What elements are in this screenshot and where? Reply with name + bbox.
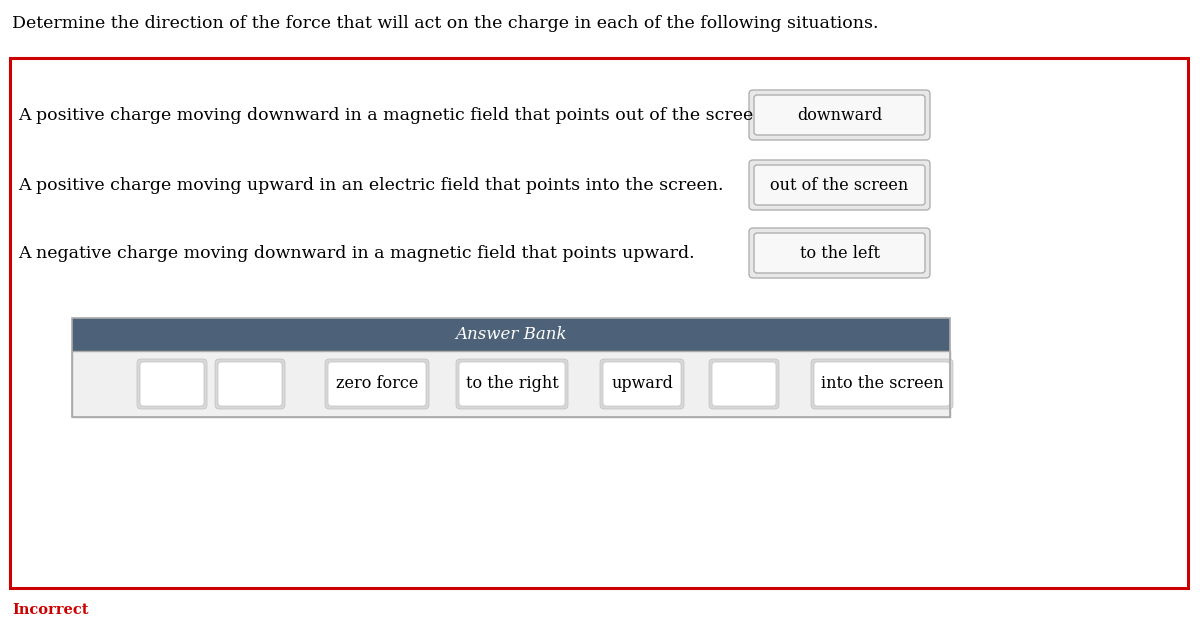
Text: A negative charge moving downward in a magnetic field that points upward.: A negative charge moving downward in a m…: [18, 244, 695, 262]
Text: A positive charge moving upward in an electric field that points into the screen: A positive charge moving upward in an el…: [18, 176, 724, 194]
FancyBboxPatch shape: [749, 90, 930, 140]
Text: A positive charge moving downward in a magnetic field that points out of the scr: A positive charge moving downward in a m…: [18, 106, 770, 124]
FancyBboxPatch shape: [218, 362, 282, 406]
FancyBboxPatch shape: [137, 359, 208, 409]
FancyBboxPatch shape: [600, 359, 684, 409]
FancyBboxPatch shape: [712, 362, 776, 406]
FancyBboxPatch shape: [811, 359, 953, 409]
Text: to the left: to the left: [799, 244, 880, 262]
FancyBboxPatch shape: [72, 351, 950, 417]
Text: zero force: zero force: [336, 376, 418, 392]
FancyBboxPatch shape: [215, 359, 286, 409]
FancyBboxPatch shape: [814, 362, 950, 406]
Text: Answer Bank: Answer Bank: [455, 326, 566, 343]
Text: Determine the direction of the force that will act on the charge in each of the : Determine the direction of the force tha…: [12, 15, 878, 32]
Text: out of the screen: out of the screen: [770, 176, 908, 194]
FancyBboxPatch shape: [754, 233, 925, 273]
FancyBboxPatch shape: [328, 362, 426, 406]
FancyBboxPatch shape: [458, 362, 565, 406]
FancyBboxPatch shape: [140, 362, 204, 406]
Text: upward: upward: [611, 376, 673, 392]
FancyBboxPatch shape: [709, 359, 779, 409]
FancyBboxPatch shape: [754, 165, 925, 205]
Text: to the right: to the right: [466, 376, 558, 392]
Text: Incorrect: Incorrect: [12, 603, 89, 617]
Text: downward: downward: [797, 106, 882, 124]
FancyBboxPatch shape: [325, 359, 430, 409]
FancyBboxPatch shape: [10, 58, 1188, 588]
Text: into the screen: into the screen: [821, 376, 943, 392]
FancyBboxPatch shape: [456, 359, 568, 409]
FancyBboxPatch shape: [749, 228, 930, 278]
FancyBboxPatch shape: [749, 160, 930, 210]
FancyBboxPatch shape: [604, 362, 682, 406]
FancyBboxPatch shape: [754, 95, 925, 135]
FancyBboxPatch shape: [72, 318, 950, 351]
